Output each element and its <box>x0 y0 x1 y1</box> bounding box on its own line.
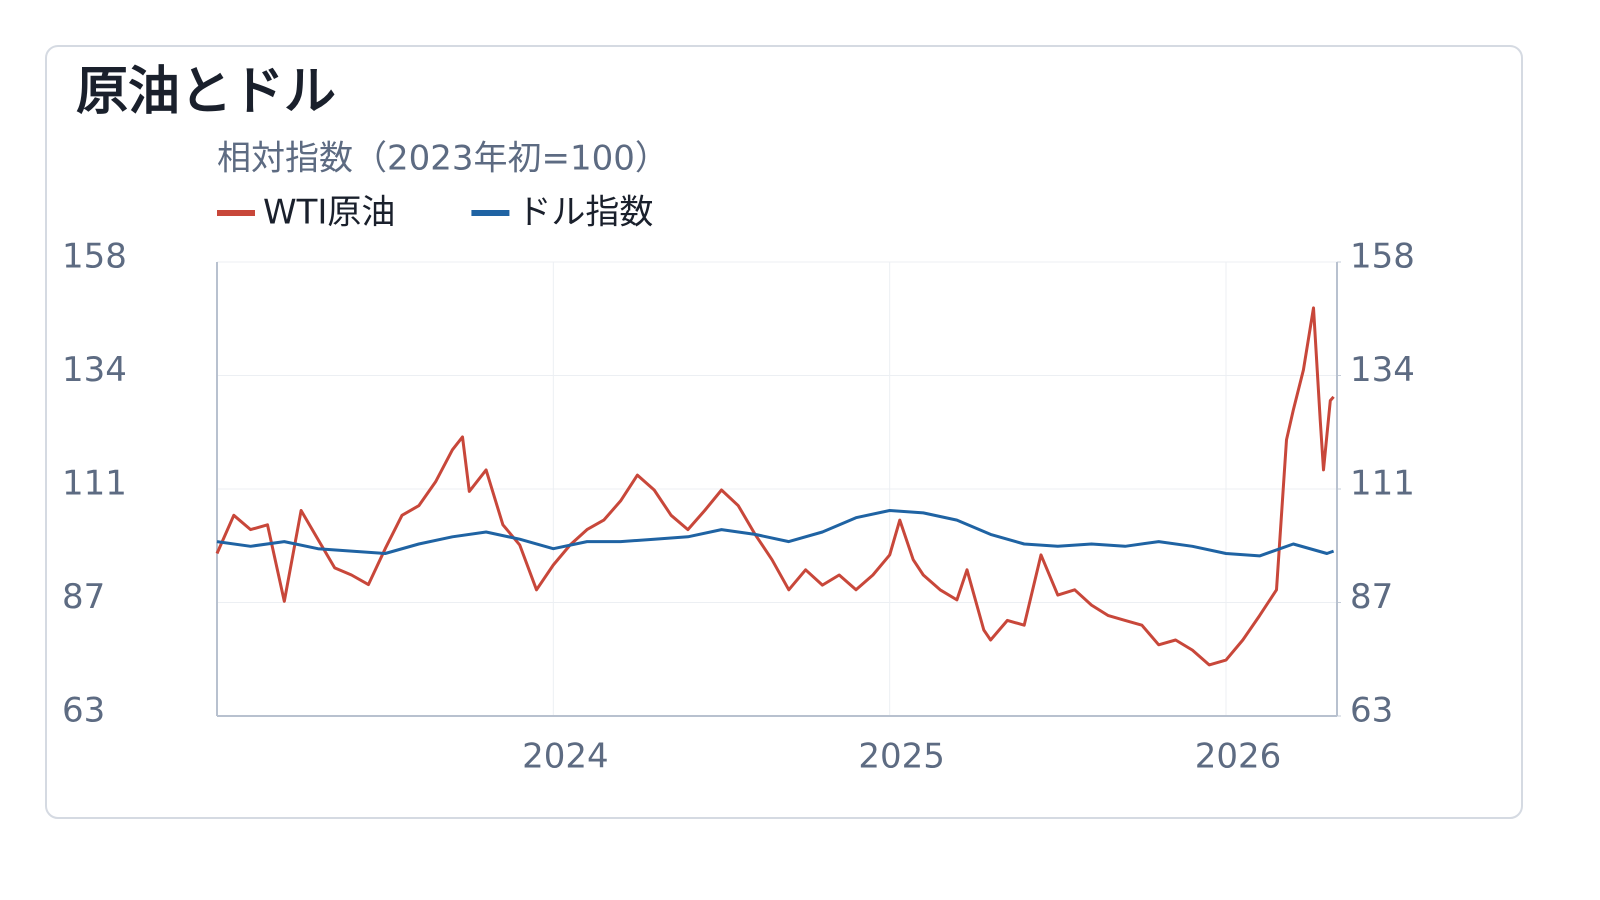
card <box>45 45 1523 819</box>
legend-label: WTI原油 <box>263 193 395 233</box>
legend-swatch <box>471 210 510 216</box>
y2-tick-label: 63 <box>1350 691 1393 731</box>
y-tick-label: 158 <box>62 237 127 277</box>
y2-tick-label: 87 <box>1350 577 1393 617</box>
chart-subtitle: 相対指数（2023年初=100） <box>217 139 669 179</box>
line-series <box>215 306 1335 667</box>
line-series <box>216 509 1335 558</box>
legend-label: ドル指数 <box>517 193 653 233</box>
y2-tick-label: 134 <box>1350 350 1415 390</box>
chart-title: 原油とドル <box>76 62 336 122</box>
y2-tick-label: 158 <box>1350 237 1415 277</box>
x-tick-label: 2025 <box>858 737 945 777</box>
y-tick-label: 134 <box>62 350 127 390</box>
x-tick-label: 2026 <box>1195 737 1282 777</box>
y-tick-label: 63 <box>62 691 105 731</box>
legend-swatch <box>217 210 255 216</box>
x-tick-label: 2024 <box>522 737 609 777</box>
y-tick-label: 87 <box>62 577 105 617</box>
y-tick-label: 111 <box>62 464 127 504</box>
y2-tick-label: 111 <box>1350 464 1415 504</box>
